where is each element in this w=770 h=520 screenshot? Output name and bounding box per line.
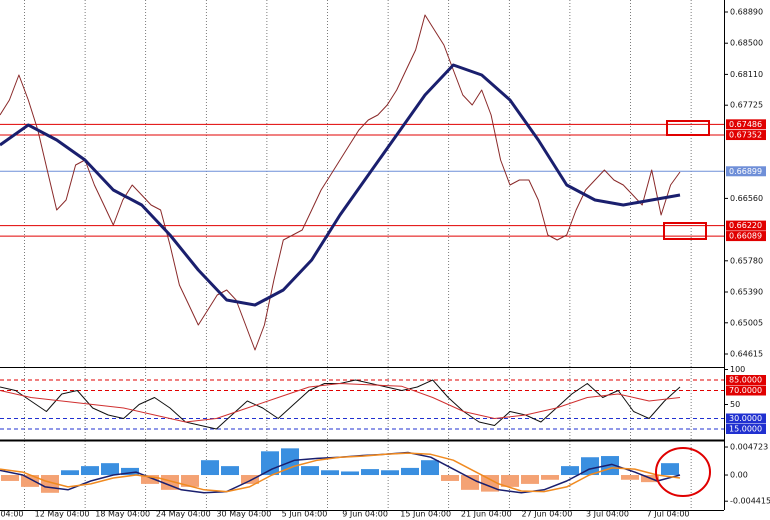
level-label: 0.66899: [729, 167, 762, 176]
level-label-bg: [726, 130, 766, 141]
histogram-bar: [181, 475, 199, 487]
x-tick-label: 15 Jun 04:00: [400, 510, 451, 519]
y-tick-label: 0.004723: [730, 443, 768, 452]
histogram-bar: [381, 470, 399, 476]
x-tick-label: 24 May 04:00: [156, 510, 211, 519]
y-tick-label: 0.64615: [730, 350, 763, 359]
histogram-bar: [101, 463, 119, 476]
histogram-bar: [61, 470, 79, 476]
series-line: [0, 14, 681, 351]
level-label-bg: [726, 375, 766, 385]
x-tick-label: 7 Jul 04:00: [647, 510, 690, 519]
highlight-circle: [655, 447, 711, 497]
level-label: 85.0000: [729, 376, 762, 385]
highlight-box: [666, 120, 710, 136]
x-tick-label: 12 May 04:00: [35, 510, 90, 519]
histogram-bar: [301, 466, 319, 476]
histogram-bar: [121, 467, 139, 476]
histogram-bar: [21, 475, 39, 487]
level-label: 0.66089: [729, 232, 762, 241]
y-tick-label: 0.68890: [730, 8, 763, 17]
level-label: 70.0000: [729, 386, 762, 395]
y-tick-label: 0.65005: [730, 318, 763, 327]
y-tick-label: 0.66560: [730, 194, 763, 203]
x-tick-label: 04:00: [0, 510, 23, 519]
histogram-bar: [141, 475, 159, 484]
histogram-bar: [221, 466, 239, 476]
level-label-bg: [726, 166, 766, 177]
y-tick-label: -0.004415: [730, 497, 770, 506]
histogram-bar: [241, 475, 259, 484]
histogram-bar: [461, 475, 479, 490]
level-label: 30.0000: [729, 414, 762, 423]
x-tick-label: 30 May 04:00: [216, 510, 271, 519]
y-tick-label: 0.68110: [730, 70, 763, 79]
y-tick-label: 0.68500: [730, 39, 763, 48]
x-tick-label: 5 Jun 04:00: [282, 510, 328, 519]
histogram-bar: [1, 475, 19, 481]
y-tick-label: 0.67725: [730, 101, 763, 110]
y-tick-label: 0.65390: [730, 288, 763, 297]
histogram-bar: [401, 467, 419, 476]
series-line: [0, 383, 681, 423]
level-label-bg: [726, 413, 766, 424]
histogram-bar: [661, 463, 679, 476]
y-tick-label: 0.00: [730, 471, 748, 480]
series-line: [0, 63, 681, 307]
histogram-bar: [621, 475, 639, 480]
y-tick-label: 50: [730, 400, 740, 409]
histogram-bar: [521, 475, 539, 484]
y-tick-label: 100: [730, 365, 745, 374]
x-tick-label: 9 Jun 04:00: [342, 510, 388, 519]
x-tick-label: 3 Jul 04:00: [586, 510, 629, 519]
level-label: 15.0000: [729, 425, 762, 434]
level-label-bg: [726, 220, 766, 231]
level-label: 0.66220: [729, 221, 762, 230]
histogram-bar: [421, 460, 439, 476]
x-tick-label: 27 Jun 04:00: [521, 510, 572, 519]
x-tick-label: 18 May 04:00: [95, 510, 150, 519]
histogram-bar: [561, 466, 579, 476]
y-tick-label: 0.65780: [730, 256, 763, 265]
level-label: 0.67486: [729, 120, 762, 129]
histogram-bar: [261, 451, 279, 476]
highlight-box: [663, 222, 707, 240]
histogram-bar: [321, 470, 339, 476]
x-tick-label: 21 Jun 04:00: [461, 510, 512, 519]
series-line: [0, 452, 681, 493]
histogram-bar: [361, 469, 379, 476]
level-label-bg: [726, 424, 766, 434]
histogram-bar: [341, 471, 359, 476]
histogram-bar: [201, 460, 219, 476]
level-label-bg: [726, 119, 766, 130]
histogram-bar: [501, 475, 519, 487]
histogram-bar: [81, 466, 99, 476]
histogram-bar: [441, 475, 459, 481]
level-label-bg: [726, 231, 766, 242]
histogram-bar: [161, 475, 179, 490]
level-label: 0.67352: [729, 131, 762, 140]
histogram-bar: [541, 475, 559, 480]
level-label-bg: [726, 385, 766, 396]
